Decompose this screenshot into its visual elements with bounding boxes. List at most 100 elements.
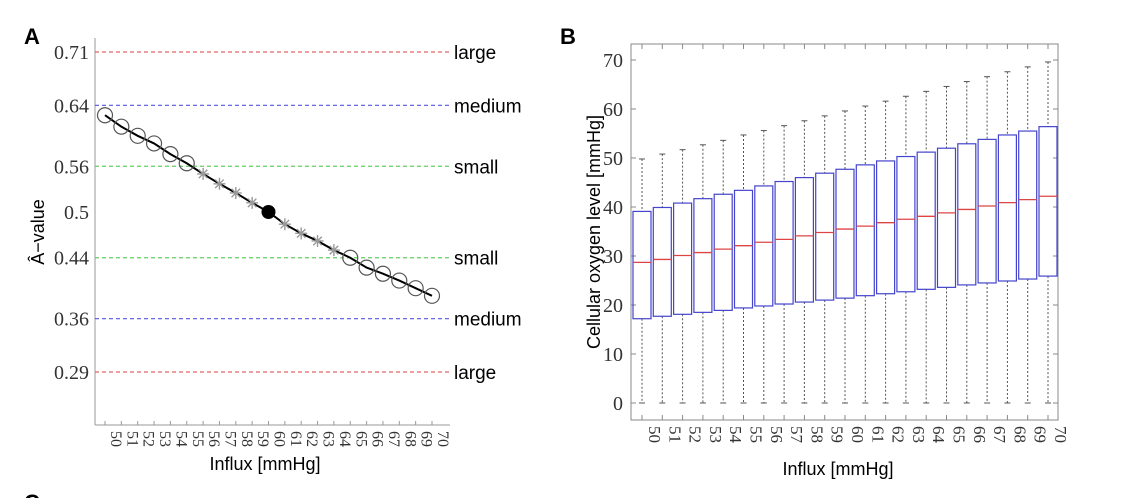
x-tick-label: 53 (706, 426, 725, 443)
x-tick-label: 62 (303, 431, 320, 447)
x-tick-label: 59 (828, 426, 847, 443)
x-tick-label: 68 (1010, 426, 1029, 443)
data-point-circle (113, 118, 130, 135)
x-tick-label: 67 (385, 431, 402, 447)
y-tick-label: 0.64 (54, 95, 89, 117)
data-point-filled (261, 205, 276, 219)
x-tick-label: 52 (686, 426, 705, 443)
box (835, 168, 855, 299)
data-point-circle (407, 280, 424, 297)
box (794, 177, 815, 303)
box (815, 172, 835, 301)
x-tick-label: 58 (807, 426, 826, 443)
y-tick-label: 0.36 (54, 309, 89, 331)
box (1038, 126, 1058, 277)
panel-a-ylabel: Â−value (28, 199, 48, 265)
reference-label: small (454, 249, 498, 270)
y-tick-label: 70 (603, 50, 623, 72)
data-point-star (327, 244, 340, 257)
box (774, 180, 794, 305)
data-point-circle (391, 272, 408, 289)
reference-label: large (454, 363, 496, 384)
x-tick-label: 57 (787, 426, 806, 444)
x-tick-label: 52 (140, 431, 157, 447)
data-point-star (295, 227, 308, 240)
data-point-star (278, 218, 291, 231)
data-point-circle (178, 155, 195, 172)
box (672, 202, 693, 315)
x-tick-label: 66 (970, 426, 989, 443)
y-tick-label: 40 (603, 197, 623, 219)
box (896, 155, 916, 293)
box (652, 206, 672, 317)
x-tick-label: 68 (401, 431, 418, 447)
x-tick-label: 61 (287, 431, 304, 447)
x-tick-label: 70 (434, 431, 451, 447)
reference-label: large (454, 43, 496, 64)
box (754, 185, 774, 307)
x-tick-label: 64 (336, 431, 353, 447)
data-point-circle (342, 249, 359, 266)
y-tick-label: 0.56 (54, 156, 89, 178)
data-point-circle (162, 145, 179, 163)
x-tick-label: 70 (1051, 426, 1070, 443)
x-tick-label: 65 (950, 426, 969, 443)
panel-a-xlabel: Influx [mmHg] (209, 454, 320, 474)
panel-b-ylabel: Cellular oxygen level [mmHg] (584, 115, 604, 349)
y-tick-label: 30 (603, 246, 623, 268)
x-tick-label: 60 (271, 431, 288, 447)
x-tick-label: 61 (868, 426, 887, 443)
x-tick-label: 57 (221, 431, 238, 447)
x-tick-label: 66 (369, 431, 386, 447)
reference-label: medium (454, 96, 522, 117)
x-tick-label: 59 (254, 431, 271, 447)
x-tick-label: 56 (767, 426, 786, 443)
data-point-star (197, 167, 210, 180)
x-tick-label: 69 (418, 431, 435, 447)
data-point-star (311, 234, 324, 247)
box (855, 164, 875, 297)
x-tick-label: 69 (1031, 426, 1050, 443)
panel-label-b: B (560, 24, 576, 49)
data-point-circle (358, 259, 375, 276)
y-tick-label: 0.71 (54, 42, 89, 64)
panel-label-c: C (24, 490, 40, 498)
box (713, 193, 733, 311)
y-tick-label: 0.5 (64, 202, 89, 224)
box (957, 143, 977, 286)
data-point-star (229, 186, 242, 199)
x-tick-label: 58 (238, 431, 255, 447)
box (997, 134, 1018, 282)
x-tick-label: 51 (123, 431, 140, 447)
data-point-star (246, 196, 259, 209)
box (1018, 130, 1038, 280)
x-tick-label: 62 (889, 426, 908, 443)
y-tick-label: 60 (603, 99, 623, 121)
box (916, 151, 936, 290)
y-tick-label: 0.29 (54, 362, 89, 384)
panel-b-xlabel: Influx [mmHg] (782, 459, 893, 479)
x-tick-label: 60 (848, 426, 867, 443)
x-tick-label: 54 (726, 426, 745, 444)
x-tick-label: 50 (107, 431, 124, 447)
y-tick-label: 20 (603, 295, 623, 317)
x-tick-label: 56 (205, 431, 222, 447)
box (936, 147, 957, 288)
reference-label: medium (454, 310, 522, 331)
data-point-star (213, 177, 226, 190)
x-tick-label: 63 (320, 431, 337, 447)
x-tick-label: 51 (665, 426, 684, 443)
panel-a-chart: large medium small small medium large 0.71 0.64… (54, 38, 522, 447)
y-tick-label: 10 (603, 344, 623, 366)
box (977, 138, 997, 284)
box (733, 189, 754, 309)
y-tick-label: 0 (613, 393, 623, 415)
x-tick-label: 65 (352, 431, 369, 447)
reference-label: small (454, 157, 498, 178)
x-tick-label: 53 (156, 431, 173, 447)
x-tick-label: 63 (909, 426, 928, 443)
x-tick-label: 64 (929, 426, 948, 444)
y-tick-label: 0.44 (54, 248, 89, 270)
data-point-circle (423, 287, 441, 304)
